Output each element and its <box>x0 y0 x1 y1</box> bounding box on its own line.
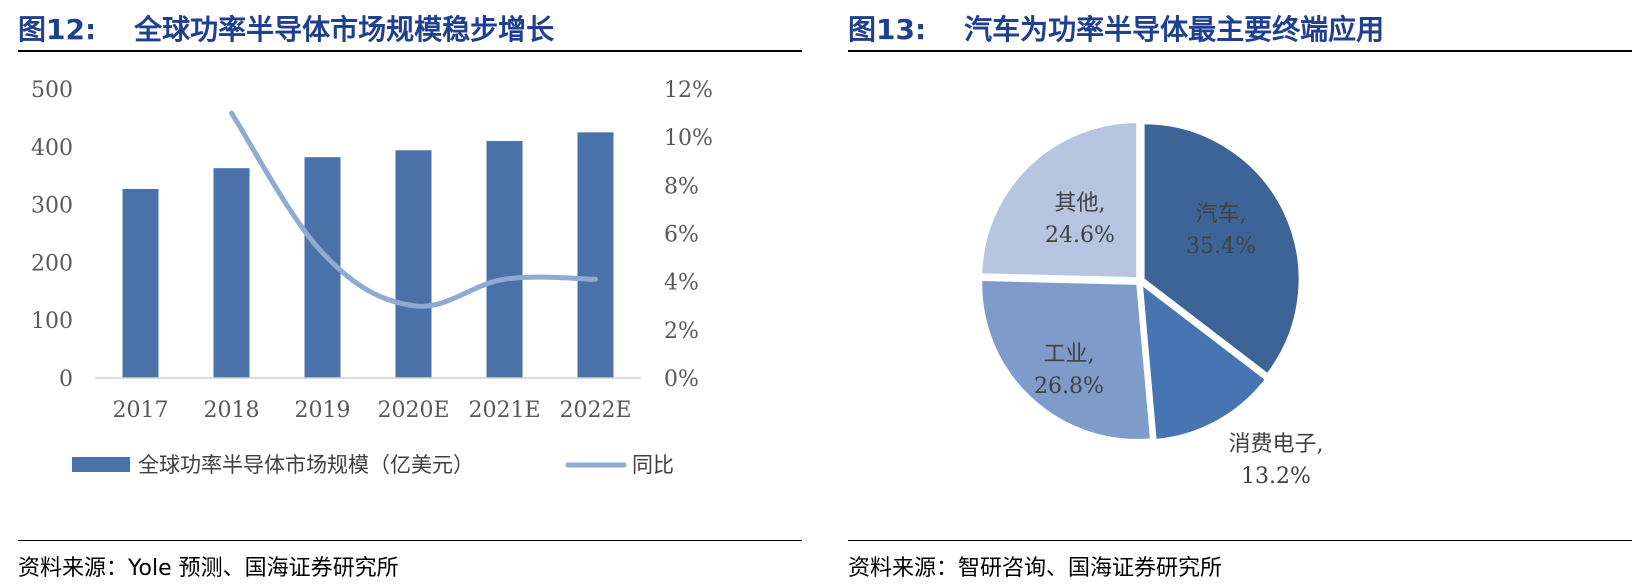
right-axis-tick-label: 12% <box>664 78 713 103</box>
pie-slice-value: 13.2% <box>1241 464 1311 489</box>
x-axis-tick-label: 2019 <box>295 398 351 423</box>
figure-12-title-text: 全球功率半导体市场规模稳步增长 <box>134 13 555 46</box>
x-axis-tick-label: 2018 <box>204 398 260 423</box>
figure-13-title-text: 汽车为功率半导体最主要终端应用 <box>964 13 1385 46</box>
right-axis-tick-label: 8% <box>664 174 699 199</box>
figure-12-bottom-rule <box>18 540 802 541</box>
figure-13-source: 资料来源：智研咨询、国海证券研究所 <box>848 556 1223 581</box>
legend-line-label: 同比 <box>632 453 674 477</box>
pie-slice-value: 26.8% <box>1034 374 1104 399</box>
right-axis-tick-label: 2% <box>664 319 699 344</box>
figure-13-bottom-rule <box>848 540 1632 541</box>
pie-chart: 汽车, 35.4% 消费电子, 13.2% 工业, 26.8% 其他, 24.6% <box>980 121 1324 489</box>
left-axis-tick-label: 200 <box>31 251 73 276</box>
figure-13-top-rule <box>848 50 1632 52</box>
bar <box>122 188 159 378</box>
figure-12-source: 资料来源：Yole 预测、国海证券研究所 <box>18 556 399 581</box>
pie-slice-name: 工业, <box>1044 342 1095 367</box>
x-axis-tick-label: 2020E <box>377 398 449 423</box>
x-axis-tick-label: 2017 <box>113 398 169 423</box>
bar-line-chart: 0 100 200 300 400 500 0% 2% 4% 6% 8% 10% 12% 2017 2018… <box>31 78 713 477</box>
pie-slice-name: 消费电子, <box>1229 432 1324 457</box>
left-axis-tick-label: 0 <box>59 367 73 392</box>
left-axis-tick-label: 300 <box>31 194 73 219</box>
bar <box>395 150 432 378</box>
x-axis-tick-label: 2022E <box>559 398 631 423</box>
x-axis-tick-label: 2021E <box>468 398 540 423</box>
left-axis-tick-label: 400 <box>31 136 73 161</box>
pie-slice-name: 其他, <box>1055 191 1106 216</box>
right-axis-tick-label: 0% <box>664 367 699 392</box>
legend-bar-swatch <box>72 457 130 472</box>
left-axis-tick-label: 500 <box>31 78 73 103</box>
pie-slice <box>1140 282 1268 441</box>
right-axis-tick-label: 4% <box>664 271 699 296</box>
pie-slice <box>1142 122 1301 376</box>
pie-slice-value: 24.6% <box>1045 223 1115 248</box>
figure-12-title: 图12: 全球功率半导体市场规模稳步增长 <box>18 8 554 48</box>
bar <box>577 132 614 378</box>
right-axis-tick-label: 6% <box>664 223 699 248</box>
pie-slice <box>980 278 1153 441</box>
figure-12-top-rule <box>18 50 802 52</box>
pie-slice <box>980 121 1139 280</box>
legend-bar-label: 全球功率半导体市场规模（亿美元） <box>138 453 474 477</box>
yoy-growth-line <box>229 110 598 309</box>
figure-12-number: 图12: <box>18 13 97 46</box>
right-axis-tick-label: 10% <box>664 126 713 151</box>
bar <box>486 141 523 378</box>
figure-13-title: 图13: 汽车为功率半导体最主要终端应用 <box>848 8 1384 48</box>
pie-slice-value: 35.4% <box>1186 234 1256 259</box>
right-figure: 图13: 汽车为功率半导体最主要终端应用 汽车, 35.4% 消费电子, 13.2% 工业… <box>848 0 1641 586</box>
left-figure: 图12: 全球功率半导体市场规模稳步增长 0 100 200 300 400 500 0% 2%… <box>0 0 810 586</box>
pie-slice-name: 汽车, <box>1196 202 1247 227</box>
left-axis-tick-label: 100 <box>31 309 73 334</box>
figure-13-number: 图13: <box>848 13 927 46</box>
bar <box>213 168 250 378</box>
